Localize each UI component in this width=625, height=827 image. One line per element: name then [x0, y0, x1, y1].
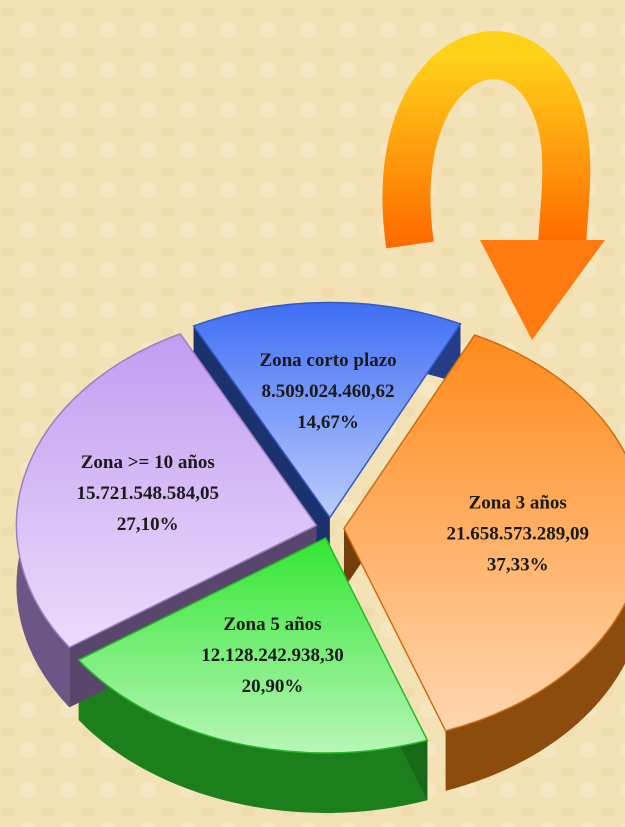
slice-amount: 12.128.242.938,30	[201, 645, 344, 666]
slice-percent: 14,67%	[297, 412, 359, 433]
slice-side	[78, 659, 428, 813]
slice-category: Zona 5 años	[223, 614, 321, 635]
slice-amount: 15.721.548.584,05	[77, 483, 220, 504]
slice-percent: 27,10%	[117, 514, 179, 535]
slice-amount: 21.658.573.289,09	[446, 523, 589, 544]
slice	[192, 301, 462, 519]
slice-percent: 20,90%	[242, 676, 304, 697]
slice-percent: 37,33%	[487, 554, 549, 575]
slice	[77, 536, 429, 754]
slice	[15, 332, 318, 649]
slice-category: Zona 3 años	[469, 492, 567, 513]
decorative-arrow	[382, 31, 605, 340]
slice	[343, 334, 625, 732]
slice-category: Zona >= 10 años	[81, 452, 215, 473]
pie: Zona corto plazo 8.509.024.460,62 14,67% Zo…	[15, 301, 625, 813]
slice-category: Zona corto plazo	[259, 350, 396, 371]
slice-amount: 8.509.024.460,62	[262, 381, 395, 402]
